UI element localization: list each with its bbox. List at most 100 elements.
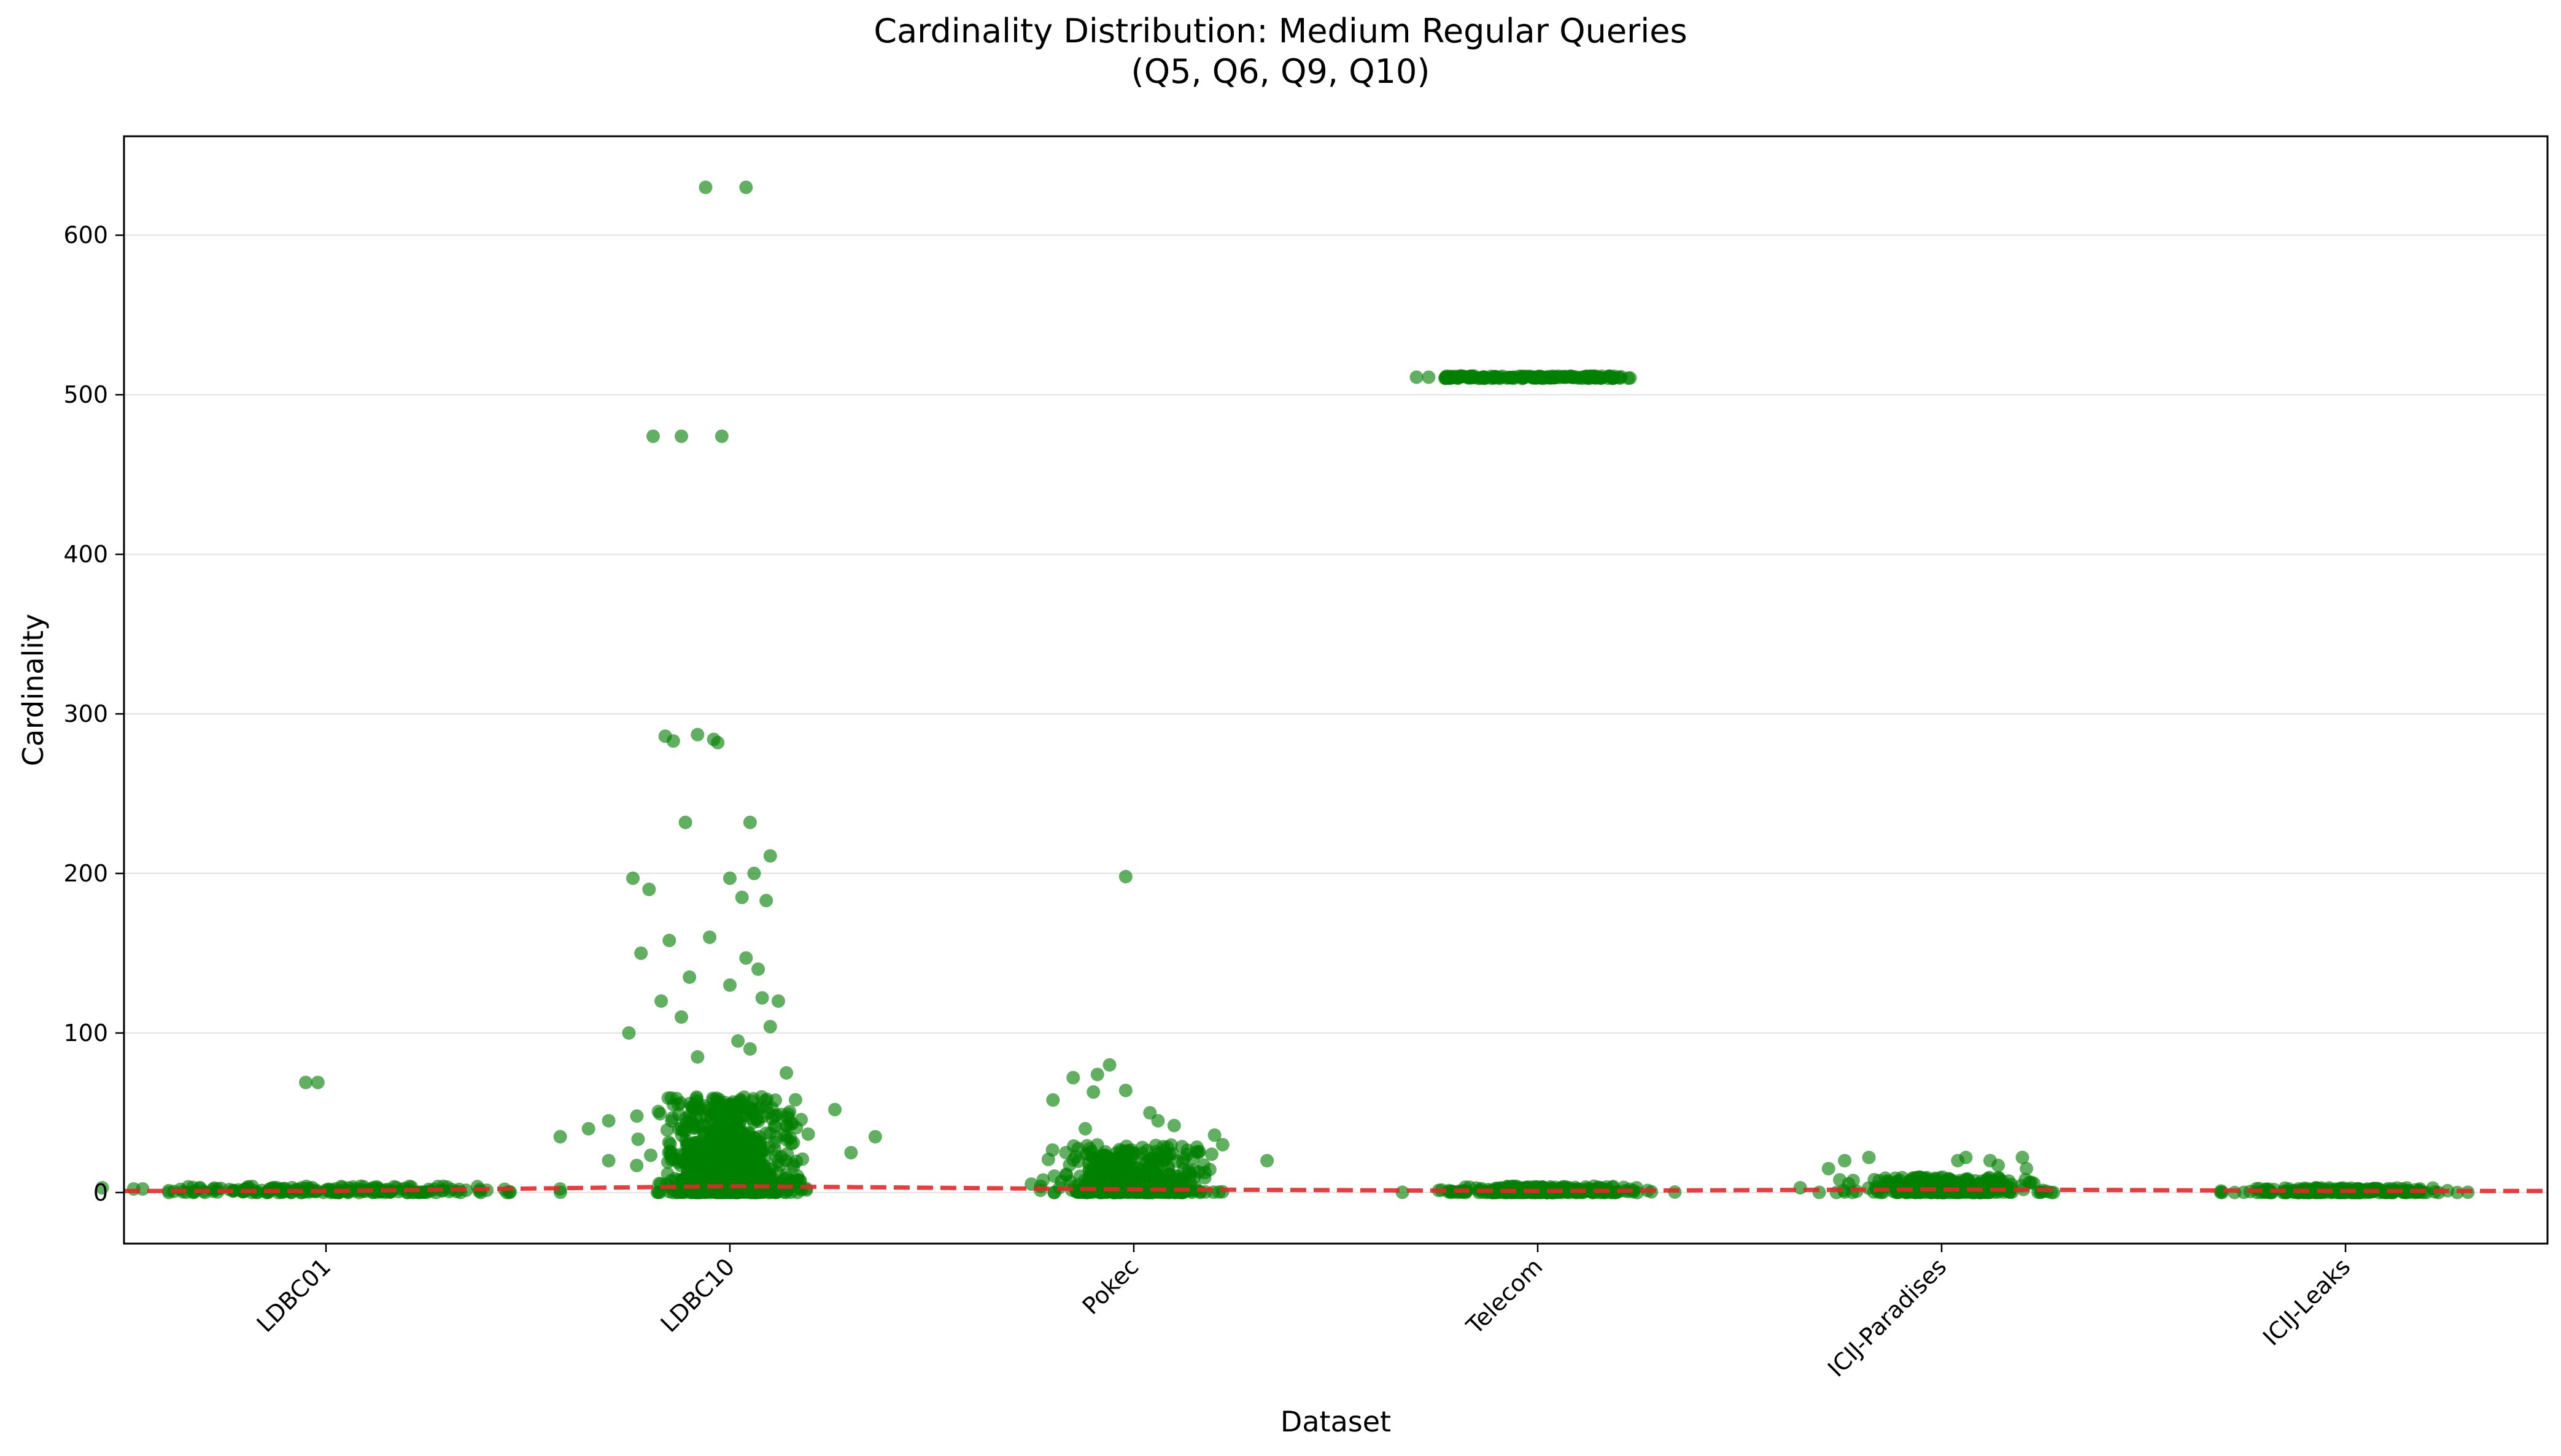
point-icij-paradises	[2015, 1150, 2029, 1164]
point-pokec-bulk	[1182, 1163, 1196, 1177]
point-ldbc10	[675, 429, 689, 443]
point-ldbc10-bulk	[778, 1153, 792, 1168]
point-telecom-top	[1558, 370, 1572, 384]
point-pokec-bulk	[1071, 1154, 1085, 1168]
point-ldbc10-bulk	[769, 1093, 783, 1107]
point-ldbc10-bulk	[630, 1158, 644, 1172]
point-ldbc10	[626, 871, 640, 885]
point-ldbc01-bulk	[95, 1181, 109, 1195]
y-axis-label: Cardinality	[17, 614, 50, 767]
point-ldbc10-bulk	[801, 1127, 815, 1141]
y-tick-label-600: 600	[63, 222, 108, 249]
point-ldbc10-bulk	[724, 1122, 738, 1136]
point-ldbc01-bulk	[379, 1185, 393, 1199]
point-telecom-top	[1465, 370, 1479, 384]
point-ldbc10-bulk	[664, 1153, 678, 1167]
point-ldbc10-bulk	[743, 1164, 757, 1179]
data-points	[95, 180, 2475, 1199]
point-ldbc10	[723, 978, 737, 992]
point-pokec-bulk	[1082, 1147, 1096, 1161]
point-ldbc10	[699, 180, 713, 195]
point-pokec	[1207, 1128, 1222, 1142]
point-ldbc10-bulk	[651, 1104, 665, 1118]
point-ldbc10	[666, 734, 680, 748]
point-ldbc10	[715, 429, 729, 443]
point-pokec-bulk	[1180, 1147, 1194, 1161]
point-ldbc10	[622, 1026, 636, 1040]
point-pokec	[1090, 1067, 1104, 1082]
point-pokec-bulk	[1041, 1152, 1055, 1166]
point-ldbc10	[634, 946, 648, 960]
point-telecom-top	[1442, 371, 1456, 385]
chart-title: Cardinality Distribution: Medium Regular…	[0, 11, 2561, 92]
x-tick-label-LDBC01: LDBC01	[252, 1253, 336, 1338]
point-pokec-bulk	[1122, 1145, 1136, 1159]
point-ldbc10	[844, 1145, 858, 1160]
point-pokec	[1079, 1121, 1093, 1136]
point-icij-paradises	[2020, 1161, 2034, 1175]
point-pokec-bulk	[1189, 1183, 1203, 1198]
point-icij-paradises-bulk	[1833, 1173, 1847, 1187]
point-ldbc10	[678, 815, 692, 829]
point-ldbc10-bulk	[796, 1152, 810, 1166]
point-pokec-bulk	[1133, 1185, 1147, 1199]
y-axis-ticks: 0 100 200 300 400 500 600	[63, 222, 124, 1206]
point-ldbc10	[743, 815, 757, 829]
point-ldbc10	[739, 951, 753, 965]
point-ldbc10-bulk	[676, 1123, 690, 1137]
point-ldbc10-bulk	[735, 1140, 750, 1154]
point-icij-paradises-bulk	[1976, 1185, 1990, 1199]
point-pokec	[1215, 1137, 1230, 1152]
point-ldbc10	[739, 180, 753, 195]
x-axis-ticks: LDBC01 LDBC10 Pokec Telecom ICIJ-Paradises IC…	[252, 1244, 2355, 1382]
point-ldbc10	[675, 1010, 689, 1024]
point-telecom-bulk	[1442, 1183, 1456, 1198]
point-ldbc01-bulk	[275, 1185, 289, 1199]
y-gridlines	[124, 234, 2547, 1194]
point-ldbc10-bulk	[750, 1149, 764, 1163]
y-tick-label-400: 400	[63, 541, 108, 568]
point-pokec-bulk	[1098, 1145, 1112, 1159]
point-ldbc10-bulk	[761, 1106, 775, 1120]
point-ldbc10	[771, 994, 785, 1008]
point-ldbc10	[646, 429, 660, 443]
point-pokec	[1118, 870, 1133, 884]
y-tick-label-200: 200	[63, 860, 108, 887]
point-ldbc10	[743, 1042, 757, 1056]
point-icij-paradises-bulk	[1914, 1176, 1928, 1190]
point-telecom-top	[1516, 371, 1530, 385]
point-pokec	[1087, 1085, 1101, 1099]
x-axis-label: Dataset	[1280, 1405, 1391, 1438]
point-pokec-bulk	[1059, 1167, 1073, 1181]
point-ldbc10-bulk	[791, 1174, 805, 1188]
x-tick-label-ICIJ-Leaks: ICIJ-Leaks	[2258, 1253, 2355, 1350]
point-ldbc10	[755, 991, 769, 1005]
point-ldbc10	[703, 930, 717, 944]
point-ldbc10-bulk	[734, 1094, 748, 1108]
point-ldbc10	[711, 735, 725, 749]
point-ldbc10-bulk	[781, 1107, 796, 1121]
point-telecom-top	[1621, 371, 1635, 385]
point-ldbc10	[747, 866, 761, 880]
point-icij-paradises	[1991, 1158, 2005, 1172]
point-telecom-top	[1478, 371, 1492, 385]
chart-title-main: Cardinality Distribution: Medium Regular…	[874, 12, 1687, 50]
point-pokec	[1260, 1153, 1274, 1168]
point-ldbc10-bulk	[743, 1185, 757, 1199]
point-ldbc10	[602, 1113, 616, 1128]
point-ldbc10-bulk	[726, 1167, 740, 1181]
point-ldbc10-bulk	[788, 1093, 802, 1107]
point-pokec-bulk	[1158, 1144, 1172, 1158]
point-ldbc01	[311, 1075, 325, 1090]
point-ldbc10	[759, 894, 773, 908]
point-pokec-bulk	[1078, 1173, 1092, 1187]
point-icij-paradises-bulk	[1846, 1174, 1860, 1188]
point-ldbc10-bulk	[631, 1132, 645, 1146]
point-icij-paradises-bulk	[1812, 1185, 1826, 1199]
point-ldbc10	[654, 994, 668, 1008]
median-line	[124, 1183, 2547, 1193]
point-icij-paradises-bulk	[1880, 1174, 1894, 1188]
y-tick-label-300: 300	[63, 700, 108, 727]
point-telecom	[1422, 370, 1436, 384]
point-ldbc10	[662, 934, 676, 948]
